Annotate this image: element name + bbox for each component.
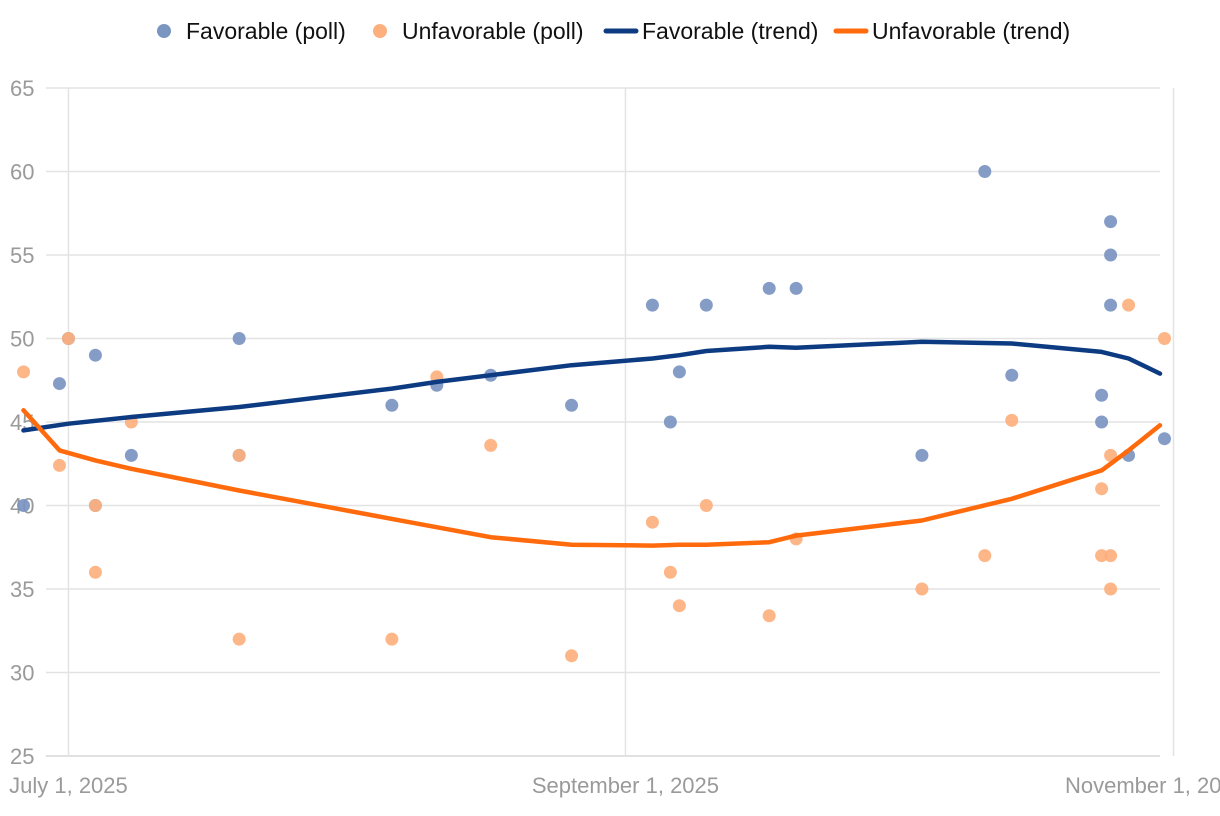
- unfavorable-poll-point[interactable]: [1122, 298, 1136, 312]
- favorable-poll-point[interactable]: [88, 348, 102, 362]
- favorable-poll-point[interactable]: [124, 448, 138, 462]
- unfavorable-poll-point[interactable]: [17, 365, 31, 379]
- unfavorable-poll-point[interactable]: [61, 332, 75, 345]
- favorable-poll-point[interactable]: [385, 398, 399, 412]
- unfavorable-poll-point[interactable]: [385, 632, 399, 646]
- favorable-poll-point[interactable]: [17, 499, 31, 512]
- y-tick-label: 50: [10, 327, 34, 352]
- y-tick-label: 60: [10, 160, 34, 185]
- unfavorable-poll-point[interactable]: [762, 609, 776, 623]
- unfavorable-poll-point[interactable]: [1005, 413, 1019, 427]
- unfavorable-poll-point[interactable]: [1104, 582, 1118, 596]
- gridlines: [46, 87, 1175, 757]
- favorable-poll-point[interactable]: [762, 281, 776, 295]
- favorable-poll-point[interactable]: [1005, 368, 1019, 382]
- favorable-poll-point[interactable]: [52, 377, 66, 391]
- unfavorable-poll-point[interactable]: [663, 565, 677, 579]
- favorable-poll-point[interactable]: [232, 332, 246, 345]
- unfavorable-poll-point[interactable]: [565, 649, 579, 663]
- favorable-poll-point[interactable]: [699, 298, 713, 312]
- favorable-poll-point[interactable]: [1157, 432, 1171, 446]
- unfavorable-poll-point[interactable]: [52, 458, 66, 472]
- unfavorable-poll-point[interactable]: [645, 515, 659, 529]
- y-tick-label: 25: [10, 744, 34, 769]
- y-tick-label: 35: [10, 577, 34, 602]
- unfavorable-poll-points: [17, 298, 1171, 663]
- unfavorable-poll-point[interactable]: [699, 499, 713, 512]
- favorable-poll-point[interactable]: [672, 365, 686, 379]
- legend-item-favorable-poll[interactable]: Favorable (poll): [157, 18, 346, 44]
- unfavorable-poll-point[interactable]: [1095, 482, 1109, 496]
- favorable-poll-point[interactable]: [915, 448, 929, 462]
- legend-marker-point: [157, 24, 171, 38]
- legend-item-unfavorable-poll[interactable]: Unfavorable (poll): [373, 18, 584, 44]
- legend-label: Favorable (trend): [642, 18, 818, 44]
- unfavorable-poll-point[interactable]: [232, 448, 246, 462]
- favorable-poll-point[interactable]: [1104, 248, 1118, 262]
- unfavorable-poll-point[interactable]: [978, 549, 992, 563]
- favorable-poll-point[interactable]: [565, 398, 579, 412]
- x-tick-label: July 1, 2025: [9, 773, 128, 798]
- legend: Favorable (poll) Unfavorable (poll) Favora…: [157, 18, 1070, 44]
- y-tick-label: 30: [10, 661, 34, 686]
- legend-label: Unfavorable (poll): [402, 18, 584, 44]
- favorable-poll-point[interactable]: [663, 415, 677, 429]
- unfavorable-trend-line: [21, 408, 1163, 548]
- axes: 253035404550556065July 1, 2025September …: [9, 76, 1220, 798]
- legend-marker-point: [373, 24, 387, 38]
- favorable-poll-point[interactable]: [1104, 298, 1118, 312]
- favorable-trend-line: [21, 339, 1163, 433]
- legend-item-unfavorable-trend[interactable]: Unfavorable (trend): [833, 18, 1070, 44]
- unfavorable-poll-point[interactable]: [484, 438, 498, 452]
- y-tick-label: 55: [10, 243, 34, 268]
- x-tick-label: September 1, 2025: [532, 773, 719, 798]
- x-tick-label: November 1, 2025: [1065, 773, 1220, 798]
- favorable-poll-point[interactable]: [1104, 215, 1118, 229]
- favorable-poll-point[interactable]: [1095, 415, 1109, 429]
- favorable-poll-point[interactable]: [645, 298, 659, 312]
- unfavorable-poll-point[interactable]: [915, 582, 929, 596]
- y-tick-label: 65: [10, 76, 34, 101]
- unfavorable-poll-point[interactable]: [88, 565, 102, 579]
- unfavorable-poll-point[interactable]: [1104, 549, 1118, 563]
- favorable-poll-point[interactable]: [978, 165, 992, 178]
- plot-area: [17, 165, 1171, 663]
- favorable-poll-point[interactable]: [1095, 388, 1109, 402]
- legend-label: Unfavorable (trend): [872, 18, 1070, 44]
- legend-label: Favorable (poll): [186, 18, 346, 44]
- legend-item-favorable-trend[interactable]: Favorable (trend): [603, 18, 818, 44]
- unfavorable-poll-point[interactable]: [1095, 549, 1109, 563]
- unfavorable-poll-point[interactable]: [672, 599, 686, 613]
- favorable-poll-point[interactable]: [789, 281, 803, 295]
- unfavorable-poll-point[interactable]: [88, 499, 102, 512]
- unfavorable-poll-point[interactable]: [1157, 332, 1171, 345]
- unfavorable-poll-point[interactable]: [232, 632, 246, 646]
